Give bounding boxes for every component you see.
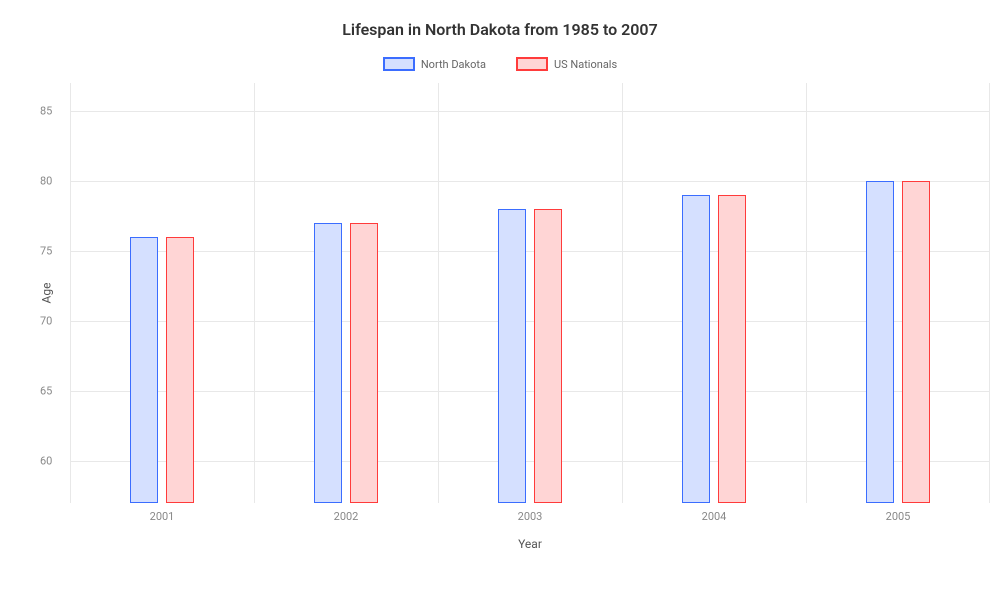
plot-area: Age Year 6065707580852001200220032004200… <box>70 83 990 503</box>
x-tick: 2001 <box>150 510 175 523</box>
y-tick: 65 <box>40 385 52 398</box>
y-tick: 85 <box>40 105 52 118</box>
gridline-v <box>622 83 623 503</box>
legend-swatch-0 <box>383 57 415 71</box>
bar-series-1 <box>166 237 194 503</box>
gridline-h <box>70 181 990 182</box>
y-tick: 75 <box>40 245 52 258</box>
legend-label-1: US Nationals <box>554 58 617 71</box>
gridline-v <box>70 83 71 503</box>
bar-series-1 <box>534 209 562 503</box>
gridline-h <box>70 321 990 322</box>
bar-series-0 <box>866 181 894 503</box>
gridline-v <box>254 83 255 503</box>
x-tick: 2002 <box>334 510 359 523</box>
chart-title: Lifespan in North Dakota from 1985 to 20… <box>30 20 970 39</box>
chart-container: Lifespan in North Dakota from 1985 to 20… <box>0 0 1000 600</box>
bar-series-1 <box>350 223 378 503</box>
y-axis-label: Age <box>39 283 53 304</box>
x-tick: 2005 <box>886 510 911 523</box>
legend-item-1: US Nationals <box>516 57 617 71</box>
bar-series-1 <box>718 195 746 503</box>
gridline-h <box>70 111 990 112</box>
legend: North Dakota US Nationals <box>30 57 970 71</box>
gridline-v <box>438 83 439 503</box>
x-tick: 2004 <box>702 510 727 523</box>
x-axis-label: Year <box>518 537 542 551</box>
bar-series-0 <box>130 237 158 503</box>
bar-series-0 <box>498 209 526 503</box>
gridline-h <box>70 461 990 462</box>
gridline-h <box>70 391 990 392</box>
bar-series-1 <box>902 181 930 503</box>
bar-series-0 <box>682 195 710 503</box>
y-tick: 80 <box>40 175 52 188</box>
legend-label-0: North Dakota <box>421 58 486 71</box>
bar-series-0 <box>314 223 342 503</box>
gridline-h <box>70 251 990 252</box>
y-tick: 60 <box>40 455 52 468</box>
y-tick: 70 <box>40 315 52 328</box>
legend-swatch-1 <box>516 57 548 71</box>
gridline-v <box>989 83 990 503</box>
legend-item-0: North Dakota <box>383 57 486 71</box>
x-tick: 2003 <box>518 510 543 523</box>
gridline-v <box>806 83 807 503</box>
